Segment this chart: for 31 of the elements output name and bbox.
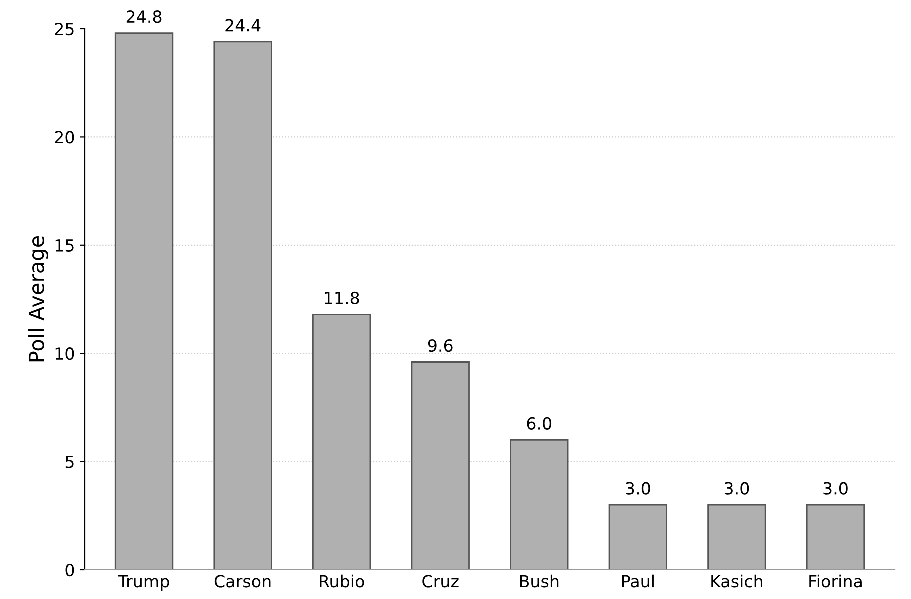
bar bbox=[114, 32, 174, 570]
bar bbox=[608, 504, 668, 570]
data-label: 6.0 bbox=[527, 417, 552, 430]
y-tick-label: 25 bbox=[55, 22, 74, 36]
data-label: 3.0 bbox=[724, 482, 750, 495]
bar bbox=[708, 504, 766, 570]
y-tick-label: 15 bbox=[56, 240, 74, 252]
y-axis-title: Poll Average bbox=[28, 236, 49, 362]
bar bbox=[312, 314, 372, 570]
y-tick-label: 10 bbox=[56, 348, 74, 360]
x-tick-label: Kasich bbox=[712, 574, 762, 588]
data-label: 24.4 bbox=[226, 19, 261, 32]
data-label: 11.8 bbox=[325, 292, 360, 304]
x-tick-label: Cruz bbox=[422, 575, 459, 588]
data-label: 24.8 bbox=[126, 10, 162, 24]
data-label: 3.0 bbox=[824, 482, 848, 495]
x-tick-label: Rubio bbox=[320, 574, 364, 588]
x-tick-label: Trump bbox=[118, 575, 170, 591]
y-tick-label: 20 bbox=[55, 131, 74, 144]
y-tick-label: 5 bbox=[66, 456, 74, 468]
x-tick-label: Bush bbox=[520, 574, 559, 588]
bar bbox=[214, 41, 272, 570]
bar bbox=[806, 504, 866, 570]
x-tick-label: Paul bbox=[622, 574, 654, 588]
data-label: 3.0 bbox=[626, 482, 650, 495]
x-tick-label: Fiorina bbox=[810, 574, 862, 588]
x-tick-label: Carson bbox=[214, 575, 271, 588]
bar bbox=[411, 362, 470, 570]
y-tick-label: 0 bbox=[66, 564, 74, 577]
bar bbox=[510, 439, 569, 570]
data-label: 9.6 bbox=[428, 339, 453, 352]
